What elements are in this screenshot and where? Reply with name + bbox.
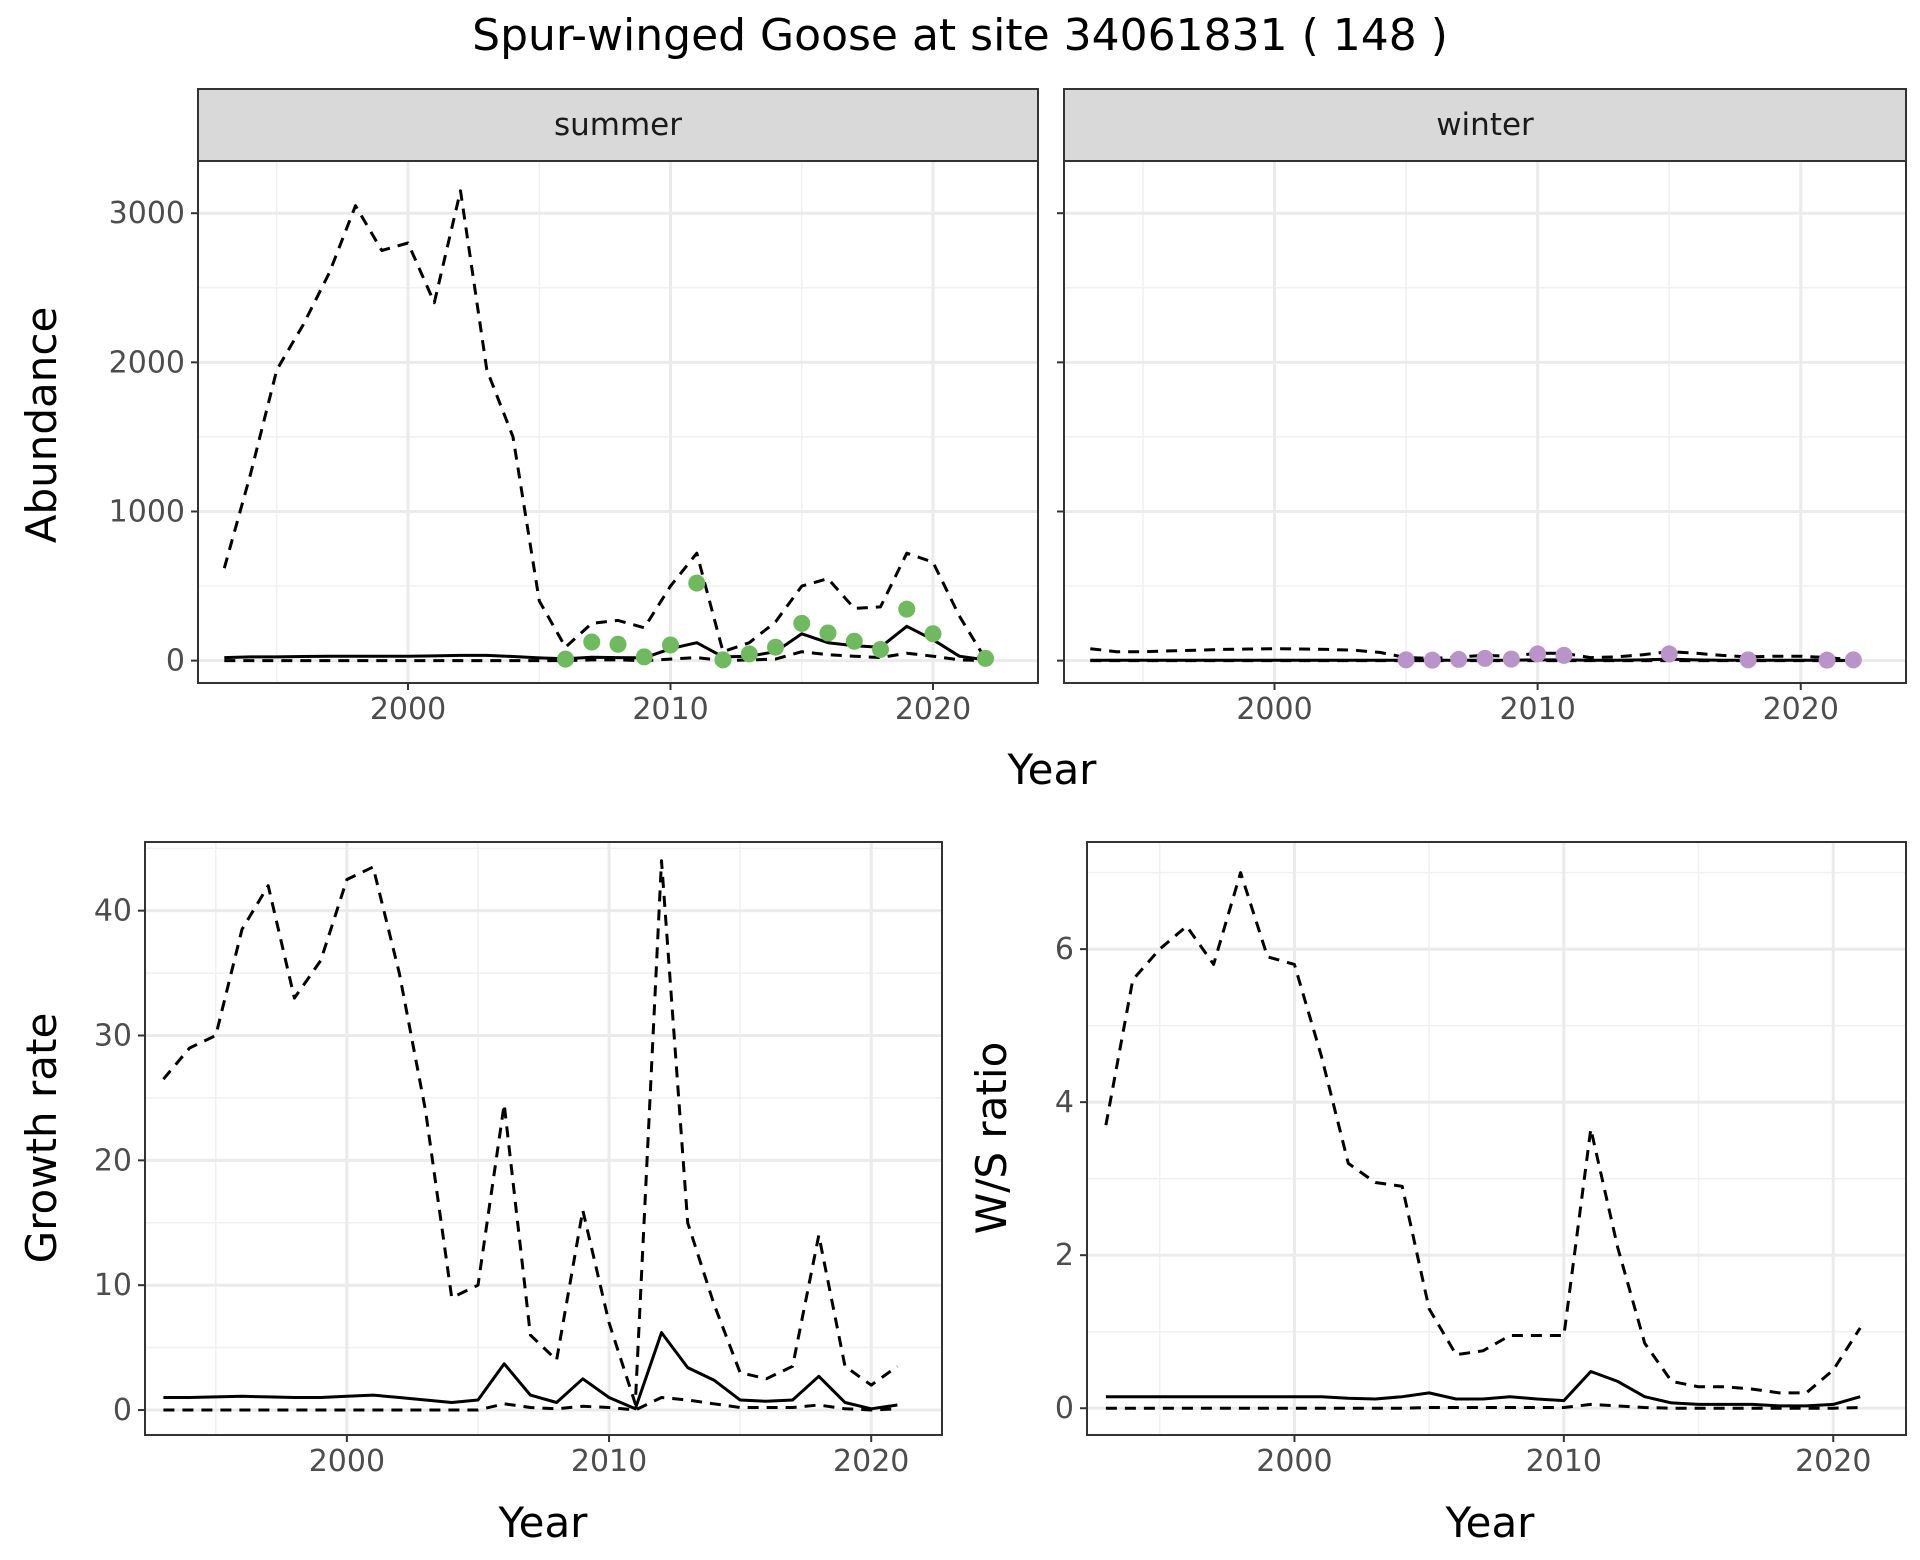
chart-title: Spur-winged Goose at site 34061831 ( 148… <box>472 10 1448 61</box>
ws-panel-border <box>1086 841 1907 1436</box>
winter-observed-point <box>1844 651 1862 669</box>
ws-x-tick-label: 2010 <box>1526 1444 1602 1479</box>
winter-panel-border <box>1063 160 1907 684</box>
ws-y-axis-title: W/S ratio <box>967 1042 1016 1235</box>
winter-observed-point <box>1818 651 1836 669</box>
summer-observed-point <box>898 600 916 618</box>
growth-x-tick-label: 2000 <box>309 1444 385 1479</box>
summer-observed-point <box>872 640 889 658</box>
summer-observed-point <box>557 650 574 668</box>
winter-observed-point <box>1397 651 1415 669</box>
growth-y-tick-label: 20 <box>94 1143 132 1178</box>
summer-x-tick-label: 2000 <box>370 692 446 727</box>
panel-abundance-winter: 2000 2010 2020 <box>1057 160 1907 727</box>
summer-panel-border <box>197 160 1039 684</box>
facet-label-winter: winter <box>1436 107 1534 143</box>
growth-estimate-line <box>163 1331 898 1411</box>
winter-observed-point <box>1423 651 1441 669</box>
summer-observed-point <box>767 638 784 656</box>
summer-y-tick-label: 0 <box>166 644 185 679</box>
panel-abundance-summer: 2000 2010 2020 0 1000 2000 3000 <box>109 160 1039 727</box>
growth-y-axis-title: Growth rate <box>17 1013 66 1264</box>
winter-observed-point <box>1450 650 1468 668</box>
summer-y-tick-label: 2000 <box>109 345 185 380</box>
growth-x-axis-title: Year <box>498 1498 589 1547</box>
winter-observed-point <box>1529 645 1547 663</box>
summer-y-tick-label: 1000 <box>109 494 185 529</box>
winter-x-tick-label: 2020 <box>1763 692 1839 727</box>
winter-x-tick-label: 2010 <box>1499 692 1575 727</box>
winter-observed-point <box>1555 646 1573 664</box>
summer-observed-point <box>688 574 706 592</box>
panel-ws-ratio: 2000 2010 2020 0 2 4 6 <box>1055 841 1907 1479</box>
summer-upper-line <box>222 189 987 660</box>
summer-observed-point <box>793 614 811 632</box>
abundance-x-axis-title: Year <box>1007 745 1098 794</box>
winter-observed-point <box>1476 649 1494 667</box>
growth-panel-border <box>144 841 943 1436</box>
ws-estimate-line <box>1105 1370 1861 1408</box>
summer-lower-line <box>224 650 986 663</box>
ws-x-tick-label: 2020 <box>1795 1444 1871 1479</box>
winter-observed-point <box>1739 651 1757 669</box>
panel-growth-rate: 2000 2010 2020 0 10 20 30 40 <box>94 841 943 1479</box>
summer-x-tick-label: 2020 <box>895 692 971 727</box>
ws-x-tick-label: 2000 <box>1256 1444 1332 1479</box>
ws-y-tick-label: 6 <box>1055 932 1074 967</box>
growth-y-tick-label: 0 <box>113 1393 132 1428</box>
growth-lower-line <box>163 1396 898 1412</box>
summer-y-tick-label: 3000 <box>109 196 185 231</box>
winter-upper-line <box>1090 647 1854 662</box>
ws-y-tick-label: 2 <box>1055 1238 1074 1273</box>
summer-observed-point <box>662 636 679 654</box>
winter-observed-point <box>1660 645 1678 663</box>
summer-observed-point <box>740 645 758 663</box>
summer-observed-point <box>924 625 942 643</box>
summer-observed-point <box>609 635 627 653</box>
growth-y-tick-label: 10 <box>94 1268 132 1303</box>
winter-observed-point <box>1502 650 1520 668</box>
summer-observed-point <box>635 648 653 666</box>
facet-label-summer: summer <box>554 107 682 143</box>
abundance-y-axis-title: Abundance <box>17 307 66 544</box>
winter-x-tick-label: 2000 <box>1236 692 1312 727</box>
summer-x-tick-label: 2010 <box>632 692 708 727</box>
growth-y-tick-label: 30 <box>94 1019 132 1054</box>
growth-x-tick-label: 2010 <box>571 1444 647 1479</box>
summer-observed-point <box>977 649 994 667</box>
ws-upper-line <box>1104 871 1862 1395</box>
summer-observed-point <box>845 632 863 650</box>
summer-observed-point <box>583 633 601 651</box>
summer-observed-point <box>819 624 837 642</box>
ws-lower-line <box>1105 1402 1861 1410</box>
growth-x-tick-label: 2020 <box>833 1444 909 1479</box>
ws-x-axis-title: Year <box>1445 1498 1536 1547</box>
growth-y-tick-label: 40 <box>94 894 132 929</box>
ws-y-tick-label: 4 <box>1055 1085 1074 1120</box>
growth-upper-line <box>162 859 899 1406</box>
ws-y-tick-label: 0 <box>1055 1391 1074 1426</box>
facet-strip-winter <box>1063 88 1907 162</box>
summer-observed-point <box>714 651 732 669</box>
facet-strip-summer <box>197 88 1039 162</box>
